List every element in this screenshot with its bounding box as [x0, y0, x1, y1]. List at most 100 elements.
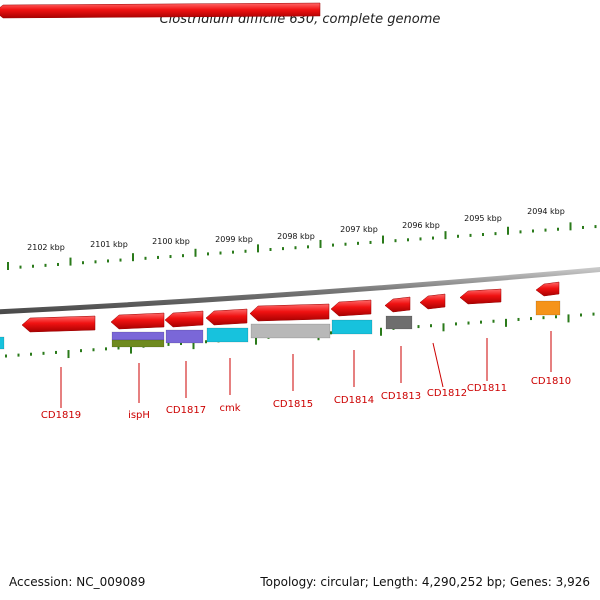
tick-mark	[492, 319, 495, 323]
gene-arrow	[330, 299, 372, 317]
tick-mark	[505, 318, 507, 327]
cog-bar	[111, 331, 165, 341]
tick-mark	[17, 353, 20, 357]
kbp-label: 2099 kbp	[215, 235, 253, 244]
tick-mark	[592, 312, 595, 316]
gene-arrow	[384, 296, 411, 313]
tick-mark	[519, 230, 522, 234]
tick-mark	[557, 227, 559, 231]
gene-label: CD1812	[427, 388, 467, 399]
gene-label: CD1811	[467, 383, 507, 394]
genome-backbone	[0, 266, 600, 315]
tick-mark	[119, 258, 122, 262]
tick-mark	[494, 232, 497, 236]
cog-bar	[165, 329, 204, 344]
accession-text: Accession: NC_009089	[9, 575, 145, 589]
cog-bar	[535, 300, 561, 316]
kbp-label: 2095 kbp	[464, 214, 502, 223]
tick-mark	[482, 233, 484, 237]
tick-mark	[167, 342, 170, 346]
tick-mark	[144, 256, 147, 260]
kbp-label: 2096 kbp	[402, 221, 440, 230]
tick-mark	[369, 240, 372, 244]
tick-mark	[57, 262, 59, 266]
gene-label: CD1817	[166, 405, 206, 416]
tick-mark	[580, 313, 582, 317]
tick-mark	[5, 354, 7, 358]
kbp-label: 2097 kbp	[340, 225, 378, 234]
gene-arrow	[459, 288, 502, 305]
tick-mark	[430, 324, 432, 328]
tick-mark	[157, 255, 159, 259]
tick-mark	[219, 251, 222, 255]
tick-mark	[44, 263, 47, 267]
tick-mark	[542, 316, 545, 320]
tick-mark	[132, 253, 134, 262]
cog-bar	[331, 319, 373, 335]
tick-mark	[182, 254, 184, 258]
tick-mark	[269, 247, 272, 251]
cog-bar	[111, 339, 165, 348]
tick-mark	[194, 248, 197, 257]
tick-mark	[457, 234, 459, 238]
tick-mark	[332, 243, 334, 247]
tick-mark	[30, 352, 32, 356]
tick-mark	[569, 222, 572, 231]
tick-mark	[319, 239, 322, 248]
tick-mark	[169, 255, 172, 259]
cog-bar	[250, 323, 331, 339]
tick-mark	[7, 262, 9, 270]
gene-arrow	[0, 2, 321, 19]
gene-arrow	[21, 315, 96, 333]
tick-mark	[69, 257, 72, 266]
tick-mark	[180, 342, 182, 346]
cog-bar	[385, 315, 413, 330]
tick-mark	[582, 225, 584, 229]
tick-mark	[130, 345, 132, 354]
tick-mark	[42, 351, 45, 355]
tick-mark	[517, 317, 520, 321]
tick-mark	[455, 322, 457, 326]
cog-bars	[0, 300, 561, 350]
gene-label: ispH	[128, 410, 150, 421]
kbp-label: 2100 kbp	[152, 237, 190, 246]
tick-mark	[480, 320, 482, 324]
gene-label-lines	[60, 331, 552, 408]
tick-mark	[467, 321, 470, 325]
tick-mark	[294, 246, 297, 250]
tick-mark	[192, 341, 195, 350]
tick-mark	[207, 252, 209, 256]
gene-label: CD1819	[41, 410, 81, 421]
tick-mark	[567, 314, 570, 323]
tick-mark	[92, 348, 95, 352]
forward-strand-ticks	[7, 222, 597, 270]
tick-mark	[344, 242, 347, 246]
tick-mark	[255, 336, 257, 345]
label-line	[432, 342, 444, 388]
topology-text: Topology: circular; Length: 4,290,252 bp…	[259, 575, 590, 589]
tick-mark	[67, 350, 70, 359]
gene-label: cmk	[219, 403, 240, 414]
tick-mark	[107, 259, 109, 263]
tick-mark	[117, 346, 120, 350]
gene-arrow	[205, 308, 248, 326]
tick-mark	[444, 231, 447, 240]
tick-mark	[507, 226, 509, 235]
tick-mark	[32, 264, 34, 268]
tick-mark	[394, 239, 397, 243]
tick-mark	[594, 225, 597, 229]
tick-mark	[382, 235, 384, 244]
gene-arrow	[535, 281, 560, 297]
tick-mark	[282, 247, 284, 251]
tick-mark	[530, 317, 532, 321]
gene-labels: CD1819 ispH CD1817 cmk CD1815 CD1814 CD1813 CD1…	[41, 376, 571, 421]
cog-bar	[206, 327, 249, 343]
gene-label: CD1815	[273, 399, 313, 410]
tick-mark	[257, 244, 259, 253]
gene-label: CD1810	[531, 376, 571, 387]
tick-mark	[19, 265, 22, 269]
cog-bar	[0, 336, 5, 350]
tick-mark	[442, 323, 445, 332]
gene-label: CD1813	[381, 391, 421, 402]
